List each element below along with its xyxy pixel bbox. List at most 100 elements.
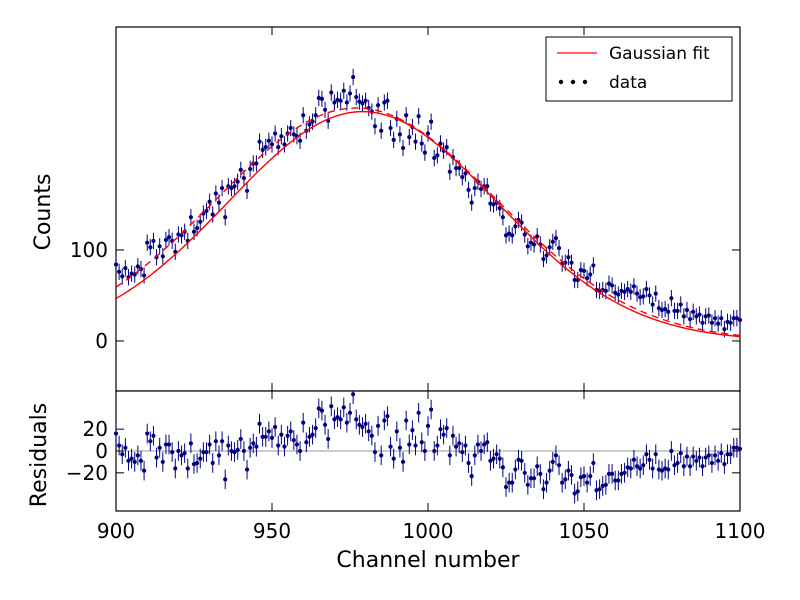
counts-point (291, 132, 296, 137)
counts-point (351, 74, 356, 80)
residual-point (432, 448, 437, 454)
counts-point (634, 291, 640, 296)
residual-point (141, 468, 147, 473)
residual-point (404, 418, 409, 423)
residual-point (223, 477, 228, 482)
residual-point (269, 435, 275, 441)
residual-point (382, 418, 387, 423)
residual-point (725, 452, 730, 457)
legend-data-label: data (609, 73, 647, 93)
residual-point (204, 449, 209, 455)
residual-point (163, 442, 169, 447)
counts-point (223, 215, 228, 220)
residual-point (310, 432, 315, 437)
residual-point (422, 448, 427, 454)
residual-point (469, 473, 474, 479)
residual-point (157, 445, 162, 450)
residual-point (329, 404, 334, 409)
counts-point (719, 316, 724, 321)
counts-point (588, 272, 593, 277)
residuals-ytick-label: −20 (66, 461, 108, 485)
counts-point (663, 307, 668, 312)
residual-point (188, 441, 193, 446)
residual-point (244, 467, 250, 472)
residual-point (728, 452, 733, 457)
residual-point (719, 451, 724, 456)
residual-point (566, 468, 571, 473)
counts-y-axis-label: Counts (31, 174, 56, 251)
residual-point (697, 455, 702, 460)
counts-point (145, 240, 150, 245)
residual-point (678, 451, 683, 456)
residual-point (616, 478, 621, 483)
counts-point (485, 184, 490, 189)
residual-point (572, 491, 577, 496)
residual-point (419, 440, 424, 445)
counts-point (628, 289, 633, 294)
counts-point (188, 215, 193, 220)
residual-point (544, 480, 549, 485)
counts-point (235, 179, 240, 184)
residual-point (173, 466, 178, 471)
residual-point (198, 456, 203, 461)
residual-point (628, 466, 633, 471)
counts-point (266, 138, 271, 143)
residual-point (363, 421, 368, 426)
counts-point (163, 237, 169, 243)
residual-point (251, 441, 256, 446)
counts-panel: 0 100 Counts Gaussian fit data (31, 26, 743, 392)
counts-point (513, 224, 518, 229)
legend: Gaussian fit data (545, 36, 733, 102)
counts-point (678, 302, 683, 307)
counts-point (191, 229, 197, 234)
counts-point (687, 317, 693, 322)
counts-point (694, 314, 699, 319)
residual-point (538, 471, 543, 477)
counts-point (641, 294, 646, 299)
counts-point (491, 202, 496, 207)
residual-point (737, 446, 743, 451)
residual-point (535, 464, 540, 469)
residual-point (547, 468, 552, 473)
residual-point (170, 449, 175, 455)
counts-point (556, 246, 562, 251)
counts-point (263, 145, 268, 150)
counts-point (606, 281, 612, 286)
counts-point (332, 100, 337, 105)
residual-point (585, 480, 590, 485)
counts-point (522, 232, 527, 237)
residual-point (132, 459, 137, 465)
counts-point (288, 125, 293, 131)
residual-point (397, 445, 403, 450)
counts-point (388, 125, 393, 131)
residual-point (176, 448, 181, 454)
residual-point (294, 442, 300, 447)
counts-point (391, 137, 396, 142)
residual-point (301, 420, 306, 425)
residual-point (182, 451, 187, 456)
residual-point (644, 452, 649, 457)
residual-point (394, 429, 399, 434)
residual-point (372, 449, 378, 455)
residual-point (684, 454, 690, 459)
counts-point (282, 142, 287, 147)
counts-point (478, 186, 484, 192)
counts-point (469, 200, 474, 205)
counts-point (706, 313, 711, 318)
counts-point (179, 233, 184, 238)
counts-point (591, 263, 596, 268)
residual-point (388, 444, 393, 449)
residual-point (709, 460, 715, 466)
counts-point (135, 264, 140, 269)
residual-point (400, 459, 406, 465)
counts-point (344, 100, 349, 105)
residual-point (675, 460, 680, 466)
residual-point (525, 482, 530, 487)
counts-point (647, 293, 652, 298)
counts-point (463, 171, 468, 176)
residual-point (304, 440, 309, 445)
residual-point (266, 429, 271, 434)
counts-point (541, 256, 546, 262)
residual-point (126, 458, 131, 463)
counts-point (260, 147, 265, 152)
